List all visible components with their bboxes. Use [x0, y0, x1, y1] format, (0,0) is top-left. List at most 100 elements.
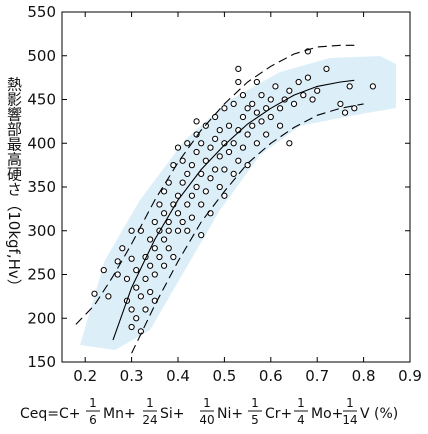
data-point: [133, 267, 140, 274]
data-point: [160, 262, 168, 269]
x-axis-label: Ceq=C+: [20, 406, 81, 422]
data-point: [188, 162, 196, 169]
data-point: [156, 201, 163, 208]
data-point: [263, 131, 270, 138]
data-point: [272, 83, 279, 90]
y-tick-label: 150: [27, 353, 56, 371]
data-point: [174, 227, 182, 234]
data-point: [235, 65, 242, 72]
y-tick-label: 300: [27, 222, 56, 240]
data-point: [323, 65, 330, 72]
data-point: [221, 192, 228, 199]
data-point: [239, 144, 247, 151]
data-point: [230, 140, 237, 147]
y-tick-label: 450: [27, 91, 56, 109]
data-point: [147, 262, 154, 269]
data-point: [100, 267, 107, 274]
data-point: [105, 293, 112, 300]
data-point: [188, 192, 196, 199]
data-point: [300, 92, 307, 99]
y-tick-label: 200: [27, 309, 56, 327]
fraction-numerator: 1: [89, 396, 97, 410]
y-tick-label: 500: [27, 47, 56, 65]
x-axis-label-term: Ni+: [217, 406, 243, 422]
data-point: [151, 218, 158, 226]
data-point: [179, 179, 186, 186]
data-point: [114, 258, 121, 265]
x-axis-label-term: Mn+: [103, 406, 136, 422]
data-point: [128, 227, 135, 234]
data-point: [207, 175, 214, 182]
data-point: [267, 113, 274, 121]
data-point: [309, 96, 316, 103]
data-point: [179, 157, 186, 164]
data-point: [160, 188, 168, 195]
fraction-denominator: 14: [342, 413, 357, 427]
data-point: [142, 275, 149, 282]
data-point: [216, 183, 223, 191]
data-point: [128, 255, 135, 262]
data-point: [258, 118, 265, 125]
data-point: [198, 170, 205, 177]
data-point: [133, 315, 140, 322]
y-tick-label: 350: [27, 178, 56, 196]
data-point: [314, 87, 321, 94]
data-point: [193, 148, 200, 156]
x-tick-label: 0.7: [305, 367, 329, 385]
x-axis-label-term: Si+: [160, 406, 185, 422]
data-point: [258, 92, 265, 99]
data-point: [249, 122, 256, 129]
data-point: [286, 87, 293, 94]
data-point: [244, 162, 251, 169]
data-point: [221, 105, 228, 112]
data-point: [142, 306, 149, 313]
x-tick-label: 0.8: [352, 367, 376, 385]
x-tick-label: 0.9: [398, 367, 422, 385]
data-point: [216, 153, 223, 160]
data-point: [114, 271, 121, 278]
data-point: [253, 140, 260, 147]
data-point: [239, 92, 247, 99]
data-point: [202, 188, 209, 195]
data-point: [156, 253, 163, 261]
fraction-numerator: 1: [346, 396, 354, 410]
data-point: [351, 105, 358, 112]
fraction-numerator: 1: [203, 396, 211, 410]
data-point: [244, 131, 251, 138]
data-point: [230, 100, 237, 107]
data-point: [346, 83, 353, 90]
data-point: [286, 140, 293, 147]
data-point: [119, 245, 126, 252]
data-point: [133, 284, 140, 291]
data-point: [128, 306, 135, 313]
data-point: [160, 210, 168, 217]
data-point: [244, 105, 251, 112]
data-point: [337, 100, 344, 107]
fraction-denominator: 6: [89, 413, 97, 427]
data-point: [225, 148, 233, 156]
x-tick-label: 0.5: [212, 367, 236, 385]
data-point: [91, 290, 98, 297]
data-point: [160, 236, 168, 243]
data-point: [235, 157, 242, 164]
data-point: [276, 122, 284, 129]
x-axis-label-term: Mo+: [311, 406, 343, 422]
x-tick-label: 0.3: [120, 367, 144, 385]
trend-curve: [112, 79, 355, 341]
data-point: [137, 293, 144, 300]
data-point: [174, 210, 182, 217]
data-point: [230, 170, 237, 177]
data-point: [193, 131, 200, 138]
trend-curve: [131, 103, 364, 354]
data-point: [202, 157, 209, 164]
x-tick-label: 0.6: [259, 367, 283, 385]
y-axis-label: 熱影響部最高硬さ（10kgf,Hv）: [5, 76, 23, 294]
data-point: [174, 192, 182, 199]
data-point: [249, 100, 256, 107]
data-point: [165, 245, 172, 252]
data-point: [235, 78, 242, 86]
confidence-band: [80, 56, 396, 350]
data-point: [165, 218, 172, 226]
data-point: [267, 96, 274, 103]
